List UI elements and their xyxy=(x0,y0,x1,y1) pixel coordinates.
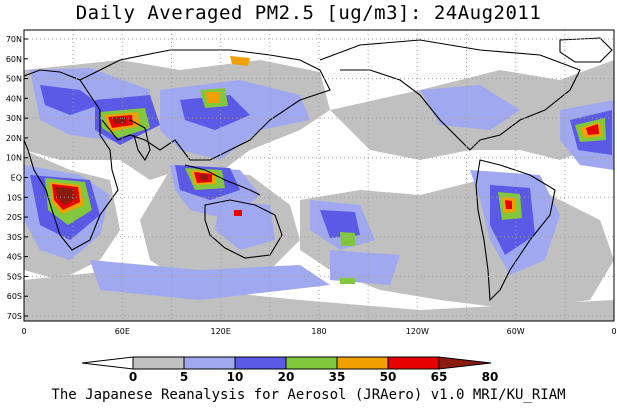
graticule xyxy=(24,30,614,321)
colorbar-swatch xyxy=(387,356,440,370)
colorbar-tick-label: 10 xyxy=(227,370,244,384)
longitude-tick-label: 120E xyxy=(211,327,231,336)
latitude-tick-label: 60S xyxy=(7,292,22,301)
colorbar-swatch xyxy=(234,356,287,370)
longitude-tick-label: 0 xyxy=(611,327,616,336)
latitude-tick-label: 70S xyxy=(7,312,22,321)
longitude-axis: 0 60E 120E 180 120W 60W 0 xyxy=(21,327,616,336)
latitude-tick-label: 50S xyxy=(7,272,22,281)
longitude-tick-label: 0 xyxy=(21,327,26,336)
map-frame xyxy=(23,29,615,322)
colorbar-swatch xyxy=(132,356,185,370)
colorbar-tick-label: 65 xyxy=(431,370,448,384)
colorbar-lower-extension xyxy=(81,356,134,370)
colorbar-tick-label: 80 xyxy=(482,370,499,384)
latitude-tick-label: EQ xyxy=(11,174,22,183)
colorbar-swatch xyxy=(183,356,236,370)
latitude-tick-label: 20S xyxy=(7,213,22,222)
longitude-tick-label: 180 xyxy=(311,327,326,336)
latitude-tick-label: 70N xyxy=(6,35,22,44)
colorbar-swatch xyxy=(285,356,338,370)
colorbar-tick-label: 50 xyxy=(380,370,397,384)
concentration-80-plus xyxy=(56,117,208,205)
latitude-tick-label: 10N xyxy=(6,154,22,163)
footer-credit: The Japanese Reanalysis for Aerosol (JRA… xyxy=(51,387,566,403)
longitude-tick-label: 60E xyxy=(115,327,130,336)
longitude-tick-label: 120W xyxy=(406,327,429,336)
latitude-tick-label: 40N xyxy=(6,94,22,103)
latitude-tick-label: 60N xyxy=(6,55,22,64)
latitude-tick-label: 30S xyxy=(7,233,22,242)
latitude-tick-label: 10S xyxy=(7,193,22,202)
longitude-tick-label: 60W xyxy=(507,327,525,336)
latitude-tick-label: 50N xyxy=(6,75,22,84)
latitude-tick-label: 30N xyxy=(6,114,22,123)
colorbar-tick-label: 35 xyxy=(329,370,346,384)
map-title: Daily Averaged PM2.5 [ug/m3]: 24Aug2011 xyxy=(75,2,542,24)
colorbar-upper-extension xyxy=(438,356,492,370)
pm25-field xyxy=(24,30,614,321)
colorbar-tick-label: 20 xyxy=(278,370,295,384)
colorbar-tick-label: 5 xyxy=(180,370,188,384)
colorbar-tick-label: 0 xyxy=(129,370,137,384)
latitude-axis: 70N 60N 50N 40N 30N 20N 10N EQ 10S 20S 30S 40S 50S 60… xyxy=(6,35,28,321)
latitude-tick-label: 20N xyxy=(6,134,22,143)
latitude-tick-label: 40S xyxy=(7,253,22,262)
colorbar-swatch xyxy=(336,356,389,370)
colorbar: 0 5 10 20 35 50 65 80 xyxy=(81,356,499,384)
